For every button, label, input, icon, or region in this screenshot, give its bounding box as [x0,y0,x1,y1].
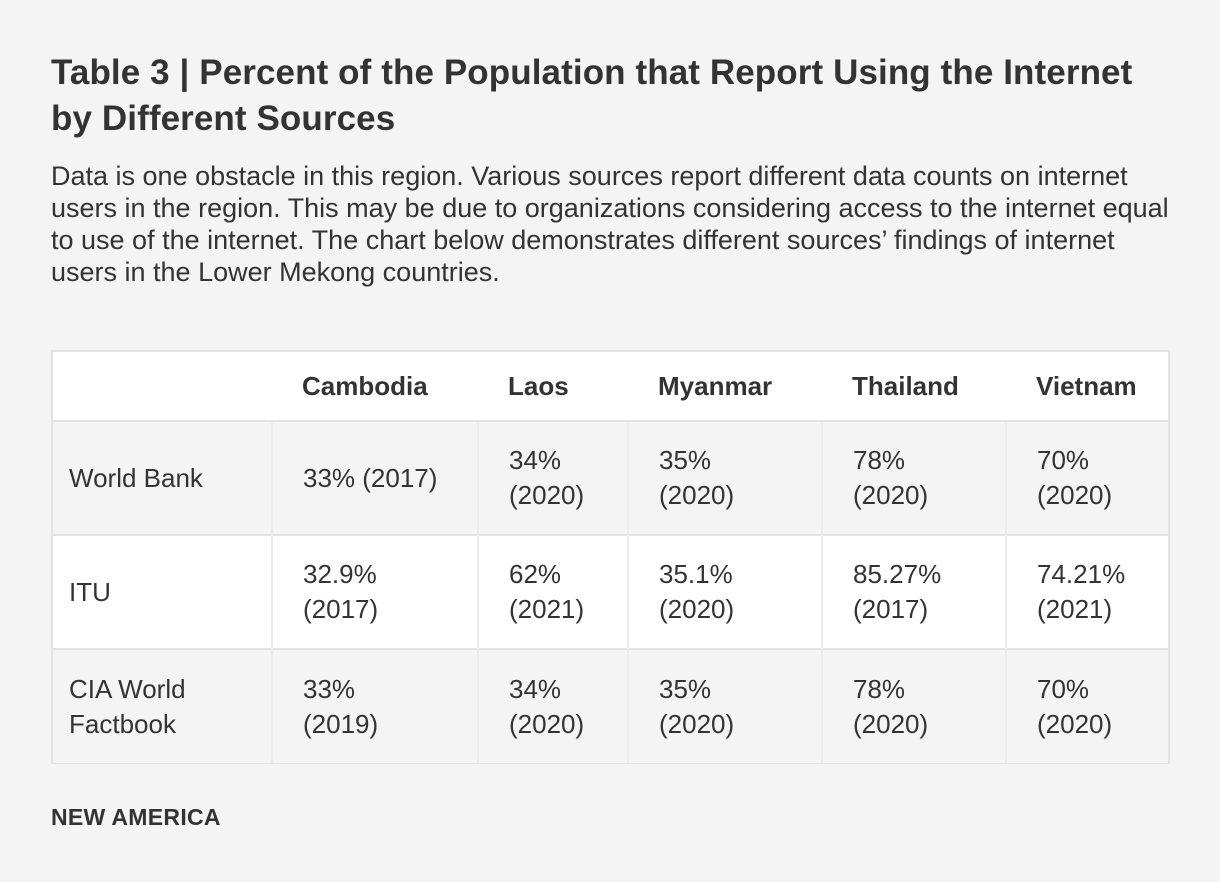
row-label-world-bank: World Bank [53,420,272,535]
row-label-itu: ITU [53,534,272,649]
table-cell: 70% (2020) [1005,648,1168,763]
description-text: Data is one obstacle in this region. Var… [51,161,1169,287]
table-cell: 78% (2020) [821,420,1006,535]
row-label-cia-world-factbook: CIA World Factbook [53,648,272,763]
header-cell-laos: Laos [478,352,628,421]
table-title: Table 3 | Percent of the Population that… [51,53,1133,138]
table-cell: 32.9% (2017) [271,534,478,649]
table-cell: 78% (2020) [821,648,1006,763]
table-cell: 34% (2020) [477,648,628,763]
data-table: Cambodia Laos Myanmar Thailand Vietnam W… [53,352,1168,763]
table-cell: 35% (2020) [627,648,822,763]
header-cell-myanmar: Myanmar [628,352,822,421]
table-cell: 74.21% (2021) [1005,534,1168,649]
header-cell-vietnam: Vietnam [1006,352,1168,421]
table-row: ITU 32.9% (2017) 62% (2021) 35.1% (2020)… [53,534,1168,649]
brand-footer: NEW AMERICA [51,804,221,830]
table-cell: 62% (2021) [477,534,628,649]
table-cell: 85.27% (2017) [821,534,1006,649]
table-cell: 34% (2020) [477,420,628,535]
table-header-row: Cambodia Laos Myanmar Thailand Vietnam [53,352,1168,421]
table-row: World Bank 33% (2017) 34% (2020) 35% (20… [53,420,1168,535]
table-cell: 33% (2017) [271,420,478,535]
table-cell: 70% (2020) [1005,420,1168,535]
table-row: CIA World Factbook 33% (2019) 34% (2020)… [53,648,1168,763]
data-table-container: Cambodia Laos Myanmar Thailand Vietnam W… [51,350,1170,764]
header-cell-thailand: Thailand [822,352,1006,421]
table-cell: 35.1% (2020) [627,534,822,649]
header-cell-corner [53,352,272,421]
table-cell: 35% (2020) [627,420,822,535]
header-cell-cambodia: Cambodia [272,352,478,421]
table-cell: 33% (2019) [271,648,478,763]
